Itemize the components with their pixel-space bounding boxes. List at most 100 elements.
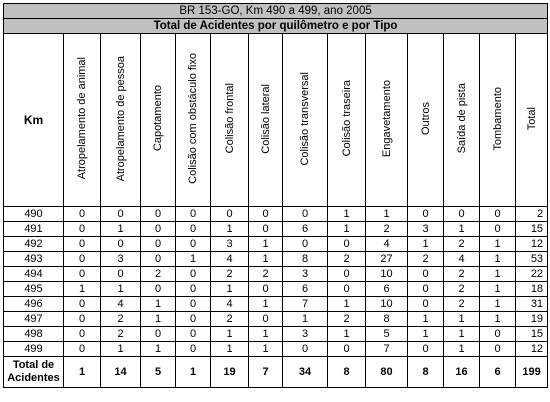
column-header: Outros (407, 33, 444, 207)
count-cell: 0 (175, 311, 211, 327)
count-cell: 6 (365, 281, 408, 297)
count-cell: 27 (365, 251, 408, 267)
table-row: 492 0 0 0 0 3 1 0 0 4 1 2 1 12 (3, 236, 549, 252)
count-cell: 0 (140, 206, 176, 222)
count-cell: 0 (479, 221, 516, 237)
count-cell: 0 (282, 236, 328, 252)
count-cell: 0 (175, 281, 211, 297)
count-cell: 1 (248, 236, 283, 252)
km-cell: 497 (3, 311, 64, 327)
count-cell: 1 (327, 221, 366, 237)
count-cell: 1 (210, 281, 249, 297)
count-cell: 0 (63, 206, 101, 222)
count-cell: 0 (175, 221, 211, 237)
km-cell: 494 (3, 266, 64, 282)
column-header-label: Colisão com obstáculo fixo (187, 53, 199, 184)
count-cell: 0 (63, 266, 101, 282)
count-cell: 0 (63, 311, 101, 327)
count-cell: 0 (479, 326, 516, 342)
count-cell: 2 (407, 251, 444, 267)
count-cell: 2 (443, 281, 480, 297)
table-row: 498 0 2 0 0 1 1 3 1 5 1 1 0 15 (3, 326, 549, 342)
count-cell: 0 (407, 281, 444, 297)
count-cell: 2 (100, 311, 141, 327)
km-cell: 493 (3, 251, 64, 267)
count-cell: 0 (63, 221, 101, 237)
count-cell: 0 (327, 341, 366, 357)
column-header-row: Km Atropelamento de animal Atropelamento … (3, 33, 549, 207)
table-subtitle: Total de Acidentes por quilômetro e por … (2, 18, 549, 34)
count-cell: 4 (365, 236, 408, 252)
column-header-label: Atropelamento de pessoa (114, 55, 127, 182)
column-total-cell: 5 (140, 356, 176, 388)
column-total-cell: 80 (365, 356, 408, 388)
count-cell: 2 (443, 266, 480, 282)
column-header-label: Colisão traseira (340, 80, 353, 157)
count-cell: 0 (175, 326, 211, 342)
column-header: Colisão lateral (248, 33, 283, 207)
row-total-cell: 18 (514, 281, 549, 297)
count-cell: 1 (407, 326, 444, 342)
count-cell: 0 (479, 206, 516, 222)
count-cell: 0 (407, 296, 444, 312)
count-cell: 1 (100, 341, 141, 357)
count-cell: 2 (327, 251, 366, 267)
count-cell: 2 (365, 221, 408, 237)
km-cell: 496 (3, 296, 64, 312)
count-cell: 0 (63, 251, 101, 267)
count-cell: 3 (282, 266, 328, 282)
column-header-label: Engavetamento (380, 79, 393, 158)
column-total-cell: 8 (407, 356, 444, 388)
column-header: Tombamento (479, 33, 516, 207)
count-cell: 2 (140, 266, 176, 282)
count-cell: 4 (210, 296, 249, 312)
table-body: BR 153-GO, Km 490 a 499, ano 2005 Total … (2, 3, 549, 388)
count-cell: 1 (248, 296, 283, 312)
row-total-cell: 2 (514, 206, 549, 222)
count-cell: 0 (140, 236, 176, 252)
table-row: 493 0 3 0 1 4 1 8 2 27 2 4 1 53 (3, 251, 549, 267)
column-total-cell: 1 (63, 356, 101, 388)
count-cell: 0 (63, 326, 101, 342)
column-header-label: Capotamento (152, 85, 164, 152)
count-cell: 0 (248, 221, 283, 237)
count-cell: 0 (100, 206, 141, 222)
count-cell: 2 (100, 326, 141, 342)
count-cell: 1 (479, 311, 516, 327)
column-total-cell: 6 (479, 356, 516, 388)
count-cell: 0 (327, 281, 366, 297)
accident-table: BR 153-GO, Km 490 a 499, ano 2005 Total … (2, 3, 549, 388)
row-total-cell: 12 (514, 236, 549, 252)
count-cell: 2 (443, 296, 480, 312)
count-cell: 1 (479, 296, 516, 312)
count-cell: 0 (63, 236, 101, 252)
count-cell: 1 (175, 251, 211, 267)
count-cell: 0 (140, 221, 176, 237)
row-total-cell: 22 (514, 266, 549, 282)
table-row: 499 0 1 1 0 1 1 0 0 7 0 1 0 12 (3, 341, 549, 357)
count-cell: 0 (140, 281, 176, 297)
count-cell: 1 (63, 281, 101, 297)
row-total-cell: 19 (514, 311, 549, 327)
row-total-cell: 15 (514, 326, 549, 342)
count-cell: 1 (407, 311, 444, 327)
count-cell: 1 (327, 296, 366, 312)
count-cell: 7 (365, 341, 408, 357)
count-cell: 0 (443, 206, 480, 222)
count-cell: 4 (210, 251, 249, 267)
row-total-cell: 31 (514, 296, 549, 312)
table-row: 490 0 0 0 0 0 0 0 1 1 0 0 0 2 (3, 206, 549, 222)
count-cell: 1 (479, 236, 516, 252)
count-cell: 1 (140, 311, 176, 327)
count-cell: 0 (248, 311, 283, 327)
count-cell: 0 (248, 206, 283, 222)
column-header-label: Atropelamento de animal (76, 57, 88, 180)
count-cell: 1 (443, 221, 480, 237)
count-cell: 1 (248, 251, 283, 267)
count-cell: 0 (175, 206, 211, 222)
count-cell: 1 (100, 281, 141, 297)
column-header-label: Colisão transversal (299, 71, 311, 166)
km-cell: 499 (3, 341, 64, 357)
count-cell: 3 (210, 236, 249, 252)
count-cell: 1 (443, 341, 480, 357)
